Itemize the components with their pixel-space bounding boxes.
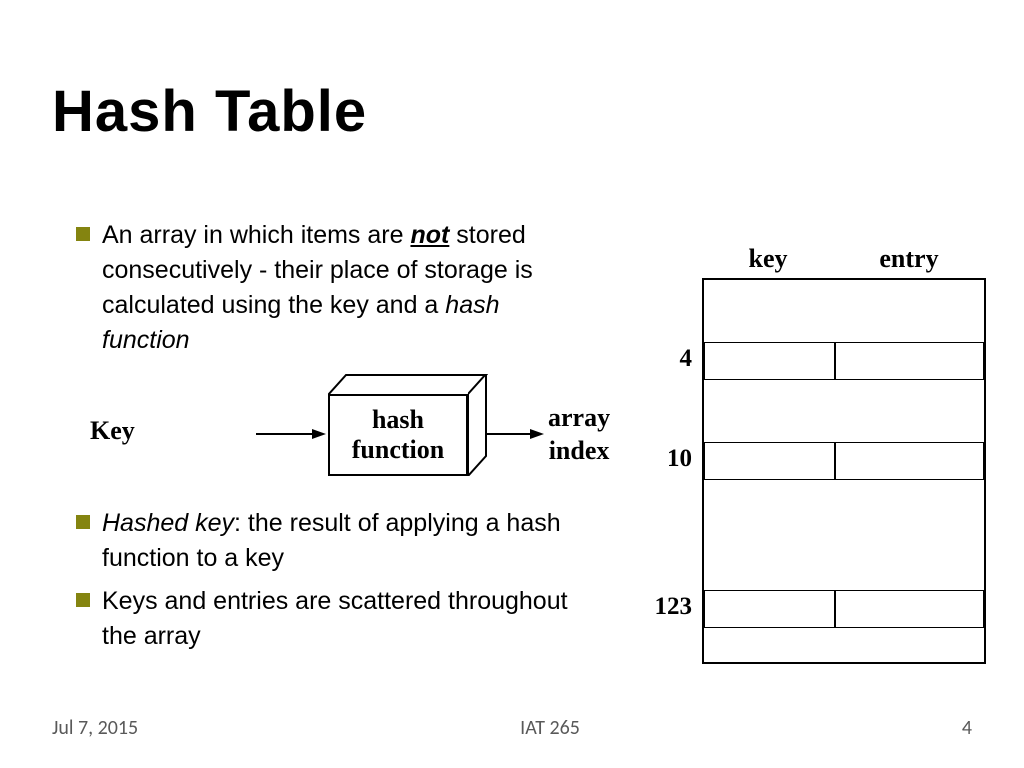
b1-pre: An array in which items are <box>102 221 410 249</box>
arrow-icon <box>486 428 544 440</box>
header-entry: entry <box>834 244 984 274</box>
array-cell-key <box>704 342 835 380</box>
header-key: key <box>702 244 834 274</box>
out-line2: index <box>549 436 610 465</box>
array-gap <box>704 280 984 342</box>
index-gap <box>640 378 702 440</box>
array-gap <box>704 480 984 590</box>
array-row <box>704 342 984 380</box>
index-label: 4 <box>640 340 702 378</box>
index-gap <box>640 278 702 340</box>
box-side-face <box>468 374 490 476</box>
box-front-face: hash function <box>328 394 468 476</box>
hash-function-diagram: Key hash function array index <box>90 366 590 496</box>
array-cell-entry <box>835 342 984 380</box>
box-top-face <box>328 374 488 396</box>
key-label: Key <box>90 416 135 446</box>
footer-date: Jul 7, 2015 <box>52 716 138 740</box>
slide-title: Hash Table <box>52 78 367 145</box>
bullet-marker-icon <box>76 593 90 607</box>
output-label: array index <box>548 402 610 467</box>
array-cell-key <box>704 590 835 628</box>
footer-course: IAT 265 <box>520 716 580 740</box>
bullet-item-1: An array in which items are not stored c… <box>76 218 576 358</box>
arrow-icon <box>256 428 326 440</box>
hash-table-array-diagram: key entry 4 10 123 <box>640 244 990 664</box>
bullet-marker-icon <box>76 227 90 241</box>
array-cell-entry <box>835 590 984 628</box>
index-gap <box>640 478 702 588</box>
bullet-item-2: Hashed key: the result of applying a has… <box>76 506 576 576</box>
bullet-text-3: Keys and entries are scattered throughou… <box>102 584 576 654</box>
out-line1: array <box>548 403 610 432</box>
array-column <box>702 278 986 664</box>
array-cell-key <box>704 442 835 480</box>
index-label: 10 <box>640 440 702 478</box>
table-body: 4 10 123 <box>640 278 990 664</box>
bullet-item-3: Keys and entries are scattered throughou… <box>76 584 576 654</box>
array-gap <box>704 628 984 662</box>
b1-not: not <box>410 221 449 249</box>
footer-page-number: 4 <box>962 716 972 740</box>
b2-hk: Hashed key <box>102 509 234 537</box>
array-cell-entry <box>835 442 984 480</box>
array-gap <box>704 380 984 442</box>
slide-footer: Jul 7, 2015 IAT 265 4 <box>52 716 972 740</box>
array-row <box>704 442 984 480</box>
bullet-marker-icon <box>76 515 90 529</box>
table-headers: key entry <box>640 244 990 274</box>
hash-function-box: hash function <box>328 374 484 482</box>
index-label: 123 <box>640 588 702 626</box>
header-spacer <box>640 244 702 274</box>
index-column: 4 10 123 <box>640 278 702 664</box>
array-row <box>704 590 984 628</box>
bullet-text-2: Hashed key: the result of applying a has… <box>102 506 576 576</box>
box-line1: hash <box>372 405 424 435</box>
bullet-text-1: An array in which items are not stored c… <box>102 218 576 358</box>
box-line2: function <box>352 435 444 465</box>
index-gap <box>640 626 702 660</box>
